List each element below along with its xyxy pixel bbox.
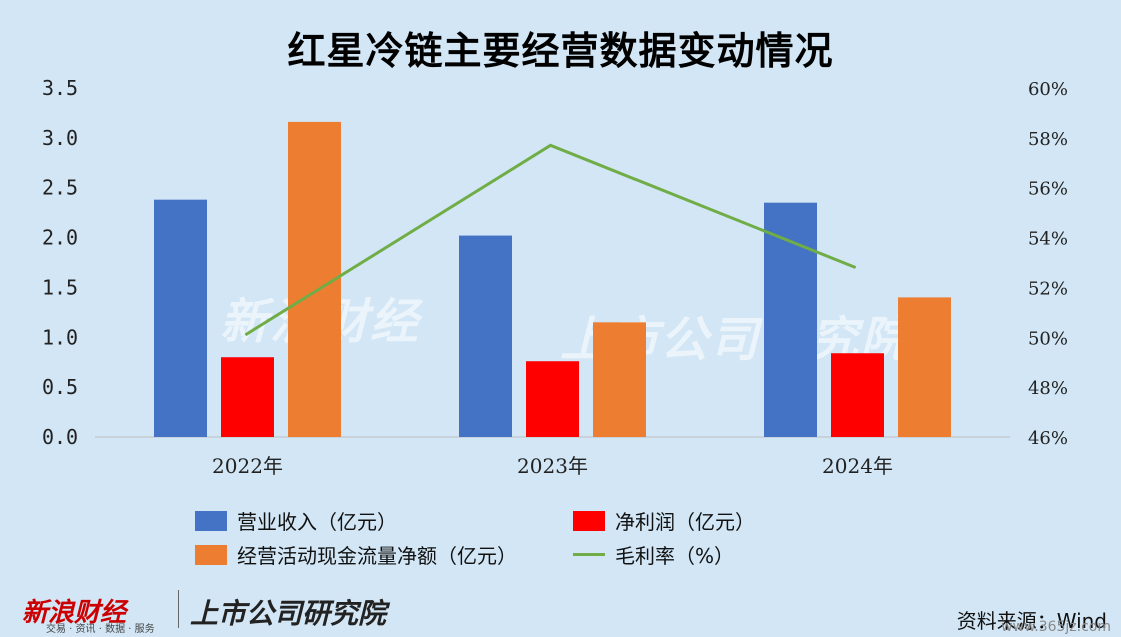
y-left-tick-label: 2.0: [42, 226, 78, 250]
legend: 营业收入（亿元） 净利润（亿元） 经营活动现金流量净额（亿元） 毛利率（%）: [195, 500, 915, 570]
x-tick-label: 2022年: [212, 454, 283, 478]
legend-item-gross-margin: 毛利率（%）: [573, 540, 734, 569]
data-source: 资料来源：Wind: [956, 609, 1107, 633]
footer-divider: [178, 590, 179, 628]
bar-cashflow-1: [593, 322, 646, 437]
sina-finance-slogan: 交易 · 资讯 · 数据 · 服务: [46, 624, 155, 635]
sina-finance-logo-text: 新浪财经: [22, 598, 127, 628]
x-tick-label: 2024年: [822, 454, 893, 478]
y-right-tick-label: 58%: [1028, 129, 1068, 150]
legend-label-revenue: 营业收入（亿元）: [237, 510, 397, 534]
bar-net-profit-0: [221, 357, 274, 437]
point-gross-margin-1: [550, 144, 551, 146]
y-left-tick-label: 3.0: [42, 126, 78, 150]
legend-label-gross-margin: 毛利率（%）: [615, 544, 735, 568]
sina-finance-logo: 新浪财经: [22, 592, 126, 629]
y-left-tick-label: 0.0: [42, 425, 78, 449]
x-tick-label: 2023年: [517, 454, 588, 478]
y-right-tick-label: 52%: [1028, 278, 1068, 299]
y-left-tick-label: 1.5: [42, 275, 78, 299]
y-right-tick-label: 48%: [1028, 378, 1068, 399]
point-gross-margin-2: [855, 266, 856, 268]
bar-revenue-1: [459, 235, 512, 437]
y-right-tick-label: 46%: [1028, 428, 1068, 449]
legend-swatch-cashflow: [195, 544, 227, 565]
y-left-tick-label: 0.5: [42, 375, 78, 399]
y-left-tick-label: 1.0: [42, 325, 78, 349]
legend-swatch-revenue: [195, 510, 227, 531]
bar-revenue-0: [154, 199, 207, 437]
bar-net-profit-1: [526, 361, 579, 437]
y-right-tick-label: 60%: [1028, 79, 1068, 100]
y-right-tick-label: 50%: [1028, 328, 1068, 349]
y-right-tick-label: 56%: [1028, 179, 1068, 200]
chart-title: 红星冷链主要经营数据变动情况: [287, 29, 834, 73]
legend-swatch-net-profit: [573, 510, 605, 531]
legend-item-revenue: 营业收入（亿元）: [195, 506, 397, 535]
y-left-tick-label: 3.5: [42, 76, 78, 100]
y-right-tick-label: 54%: [1028, 229, 1068, 250]
legend-item-cashflow: 经营活动现金流量净额（亿元）: [195, 540, 517, 569]
legend-item-net-profit: 净利润（亿元）: [573, 506, 755, 535]
point-gross-margin-0: [245, 334, 246, 336]
legend-swatch-gross-margin: [573, 553, 605, 556]
bar-revenue-2: [764, 202, 817, 437]
bar-cashflow-2: [898, 297, 951, 437]
research-institute-logo: 上市公司研究院: [190, 597, 387, 630]
legend-label-cashflow: 经营活动现金流量净额（亿元）: [237, 544, 517, 568]
site-watermark: www.365jz.com: [1001, 619, 1111, 635]
bar-net-profit-2: [831, 353, 884, 437]
legend-label-net-profit: 净利润（亿元）: [615, 510, 755, 534]
y-left-tick-label: 2.5: [42, 176, 78, 200]
